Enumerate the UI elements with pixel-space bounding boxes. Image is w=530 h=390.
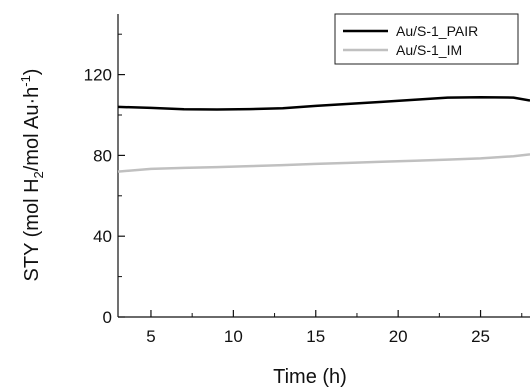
legend: Au/S-1_PAIR Au/S-1_IM bbox=[334, 13, 519, 65]
x-tick-label: 10 bbox=[224, 327, 243, 346]
legend-label-pair: Au/S-1_PAIR bbox=[396, 23, 478, 39]
series-line-pair bbox=[117, 95, 530, 111]
y-tick-label: 120 bbox=[84, 66, 112, 85]
y-axis-title: STY (mol H2/mol Au·h-1) bbox=[18, 69, 46, 282]
plot-area: 0 40 80 120 5 10 15 20 25 bbox=[84, 14, 530, 346]
x-axis-title: Time (h) bbox=[273, 366, 347, 388]
series-line-im bbox=[117, 153, 530, 173]
y-axis-title-part1: STY (mol H bbox=[21, 178, 43, 281]
y-axis-title-subscript: 2 bbox=[31, 171, 46, 178]
y-tick-label: 40 bbox=[93, 227, 112, 246]
y-tick-label: 80 bbox=[93, 146, 112, 165]
y-axis-title-part2: /mol Au·h bbox=[21, 87, 43, 171]
legend-label-im: Au/S-1_IM bbox=[396, 42, 462, 58]
x-tick-label: 5 bbox=[146, 327, 155, 346]
x-tick-label: 15 bbox=[306, 327, 325, 346]
y-tick-label: 0 bbox=[103, 308, 112, 327]
y-axis-title-superscript: -1 bbox=[18, 75, 33, 87]
y-axis-title-part3: ) bbox=[21, 69, 43, 76]
legend-box bbox=[334, 13, 519, 65]
x-tick-label: 25 bbox=[471, 327, 490, 346]
x-tick-label: 20 bbox=[389, 327, 408, 346]
